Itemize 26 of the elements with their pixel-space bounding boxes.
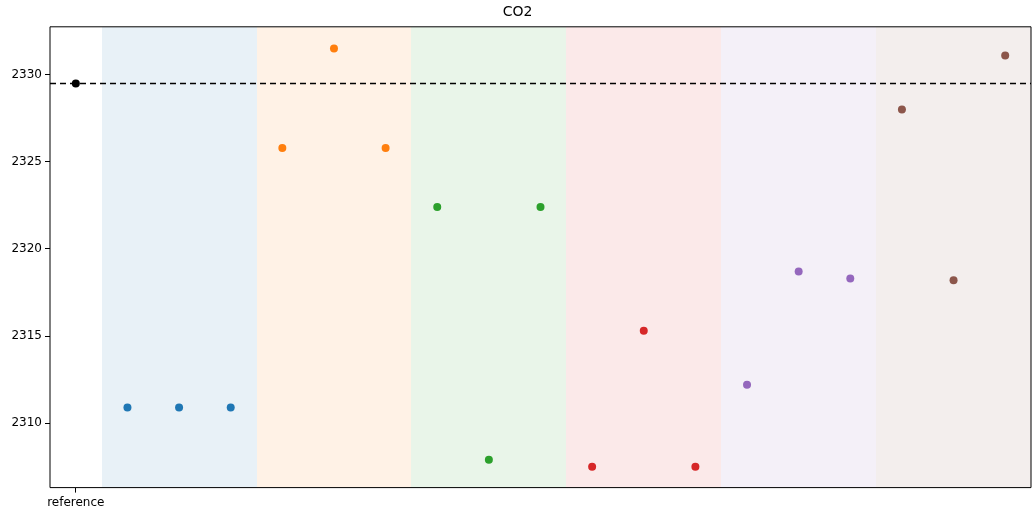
point bbox=[794, 267, 803, 276]
point bbox=[588, 462, 597, 471]
y-tick-label: 2325 bbox=[11, 153, 42, 168]
y-tick-label: 2330 bbox=[11, 66, 42, 81]
x-tick-label: reference bbox=[47, 494, 105, 509]
point bbox=[1001, 51, 1010, 60]
point bbox=[484, 455, 493, 464]
chart-title: CO2 bbox=[502, 3, 533, 20]
point bbox=[226, 403, 235, 412]
point bbox=[897, 105, 906, 114]
point bbox=[175, 403, 184, 412]
point bbox=[536, 203, 545, 212]
point bbox=[691, 462, 700, 471]
point bbox=[329, 44, 338, 53]
point bbox=[949, 276, 958, 285]
y-tick-label: 2310 bbox=[11, 415, 42, 430]
point bbox=[278, 143, 287, 152]
point bbox=[639, 326, 648, 335]
point bbox=[123, 403, 132, 412]
y-tick-label: 2320 bbox=[11, 241, 42, 256]
point bbox=[381, 143, 390, 152]
point bbox=[71, 79, 80, 88]
point bbox=[743, 380, 752, 389]
point bbox=[846, 274, 855, 283]
point bbox=[433, 203, 442, 212]
y-tick-label: 2315 bbox=[11, 328, 42, 343]
